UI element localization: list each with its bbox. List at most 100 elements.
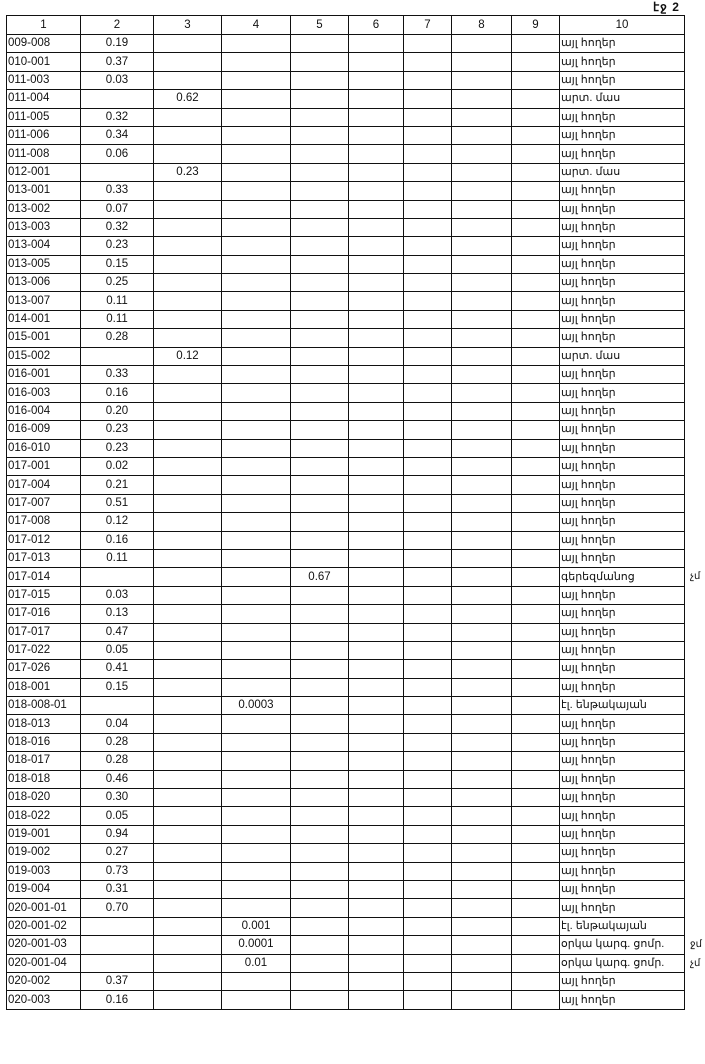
- area-cell-col8: [451, 824, 512, 845]
- area-cell-col4: [221, 346, 291, 367]
- area-cell-col3: [153, 751, 222, 771]
- area-cell-col6: [348, 971, 404, 992]
- area-cell-col3: [153, 861, 222, 881]
- land-type-text: այլ հողեր: [561, 478, 616, 491]
- area-cell-col6: [348, 751, 404, 771]
- land-type-text: արտ. մաս: [561, 349, 621, 362]
- area-cell-col3: [153, 530, 222, 550]
- area-cell-col8: [451, 254, 512, 275]
- land-type-text: այլ հողեր: [561, 736, 616, 749]
- area-cell-col2: 0.15: [80, 254, 154, 275]
- plot-code-cell: 017-012: [6, 530, 81, 550]
- area-cell-col8: [451, 916, 512, 937]
- land-type-cell: այլ հողեր: [559, 217, 685, 238]
- land-type-text: այլ հողեր: [561, 129, 616, 142]
- column-header-9: 9: [511, 15, 560, 35]
- area-cell-col5: [290, 199, 349, 219]
- area-cell-col4: [221, 788, 291, 808]
- area-cell-col5: [290, 714, 349, 734]
- land-type-cell: այլ հողեր: [559, 33, 685, 54]
- area-cell-col3: [153, 935, 222, 955]
- area-cell-col8: [451, 346, 512, 367]
- plot-code-cell: 012-001: [6, 162, 81, 183]
- area-cell-col9: [511, 714, 560, 734]
- area-cell-col8: [451, 935, 512, 955]
- area-cell-col5: [290, 916, 349, 937]
- area-cell-col2: 0.11: [80, 309, 154, 330]
- table-row: 016-003 0.16 այլ հողեր: [6, 383, 685, 403]
- area-cell-col6: [348, 493, 404, 514]
- area-cell-col6: [348, 824, 404, 845]
- area-cell-col5: [290, 677, 349, 698]
- table-body: 009-008 0.19 այլ հողեր 010-001 0.37 այլ հողեր…: [6, 33, 702, 1010]
- area-cell-col4: [221, 530, 291, 550]
- area-cell-col2: 0.15: [80, 677, 154, 698]
- area-cell-col9: [511, 769, 560, 790]
- area-cell-col5: [290, 70, 349, 91]
- land-type-text: այլ հողեր: [561, 276, 616, 289]
- header-row: 1 2 3 4 5 6 7 8 9 10: [6, 15, 685, 35]
- area-cell-col8: [451, 567, 512, 587]
- land-type-text: այլ հողեր: [561, 313, 616, 326]
- land-type-cell: այլ հողեր: [559, 824, 685, 845]
- plot-code-cell: 017-016: [6, 604, 81, 624]
- land-type-cell: այլ հողեր: [559, 438, 685, 458]
- table-row: 017-015 0.03 այլ հողեր: [6, 585, 685, 606]
- area-cell-col7: [403, 548, 452, 569]
- table-row: 020-001-04 0.01 օրկա կարգ. ցոմր. չմ: [6, 953, 700, 973]
- land-type-cell: այլ հողեր: [559, 512, 685, 532]
- area-cell-col6: [348, 622, 404, 642]
- area-cell-col4: [221, 236, 291, 256]
- area-cell-col2: 0.16: [80, 990, 154, 1010]
- plot-code-cell: 017-001: [6, 456, 81, 477]
- land-type-cell: այլ հողեր: [559, 751, 685, 771]
- area-cell-col7: [403, 714, 452, 734]
- land-type-text: այլ հողեր: [561, 680, 616, 693]
- land-type-cell: այլ հողեր: [559, 659, 685, 679]
- area-cell-col2: 0.23: [80, 236, 154, 256]
- area-cell-col8: [451, 898, 512, 918]
- area-cell-col2: 0.30: [80, 788, 154, 808]
- area-cell-col9: [511, 438, 560, 458]
- area-cell-col2: 0.73: [80, 861, 154, 881]
- land-type-cell: այլ հողեր: [559, 456, 685, 477]
- area-cell-col2: 0.41: [80, 659, 154, 679]
- area-cell-col5: [290, 788, 349, 808]
- area-cell-col3: [153, 990, 222, 1010]
- area-cell-col7: [403, 365, 452, 385]
- land-type-text: էլ. ենթակայան: [561, 699, 647, 712]
- area-cell-col6: [348, 162, 404, 183]
- area-cell-col4: [221, 309, 291, 330]
- area-cell-col3: [153, 696, 222, 716]
- table-row: 019-001 0.94 այլ հողեր: [6, 824, 685, 845]
- area-cell-col2: 0.28: [80, 732, 154, 753]
- area-cell-col7: [403, 971, 452, 992]
- area-cell-col9: [511, 953, 560, 973]
- area-cell-col7: [403, 567, 452, 587]
- area-cell-col3: [153, 254, 222, 275]
- area-cell-col8: [451, 696, 512, 716]
- area-cell-col6: [348, 346, 404, 367]
- area-cell-col7: [403, 291, 452, 311]
- land-type-text: այլ հողեր: [561, 533, 616, 546]
- area-cell-col6: [348, 548, 404, 569]
- area-cell-col2: 0.31: [80, 879, 154, 900]
- area-cell-col8: [451, 677, 512, 698]
- area-cell-col8: [451, 548, 512, 569]
- area-cell-col7: [403, 125, 452, 146]
- plot-code-cell: 020-002: [6, 971, 81, 992]
- land-type-cell: այլ հողեր: [559, 70, 685, 91]
- area-cell-col2: 0.46: [80, 769, 154, 790]
- area-cell-col5: 0.67: [290, 567, 349, 587]
- land-type-text: այլ հողեր: [561, 993, 616, 1006]
- area-cell-col6: [348, 181, 404, 201]
- area-cell-col7: [403, 346, 452, 367]
- area-cell-col3: [153, 512, 222, 532]
- area-cell-col4: [221, 162, 291, 183]
- area-cell-col3: [153, 567, 222, 587]
- plot-code-cell: 017-015: [6, 585, 81, 606]
- area-cell-col3: [153, 916, 222, 937]
- area-cell-col5: [290, 659, 349, 679]
- area-cell-col4: [221, 438, 291, 458]
- area-cell-col8: [451, 475, 512, 495]
